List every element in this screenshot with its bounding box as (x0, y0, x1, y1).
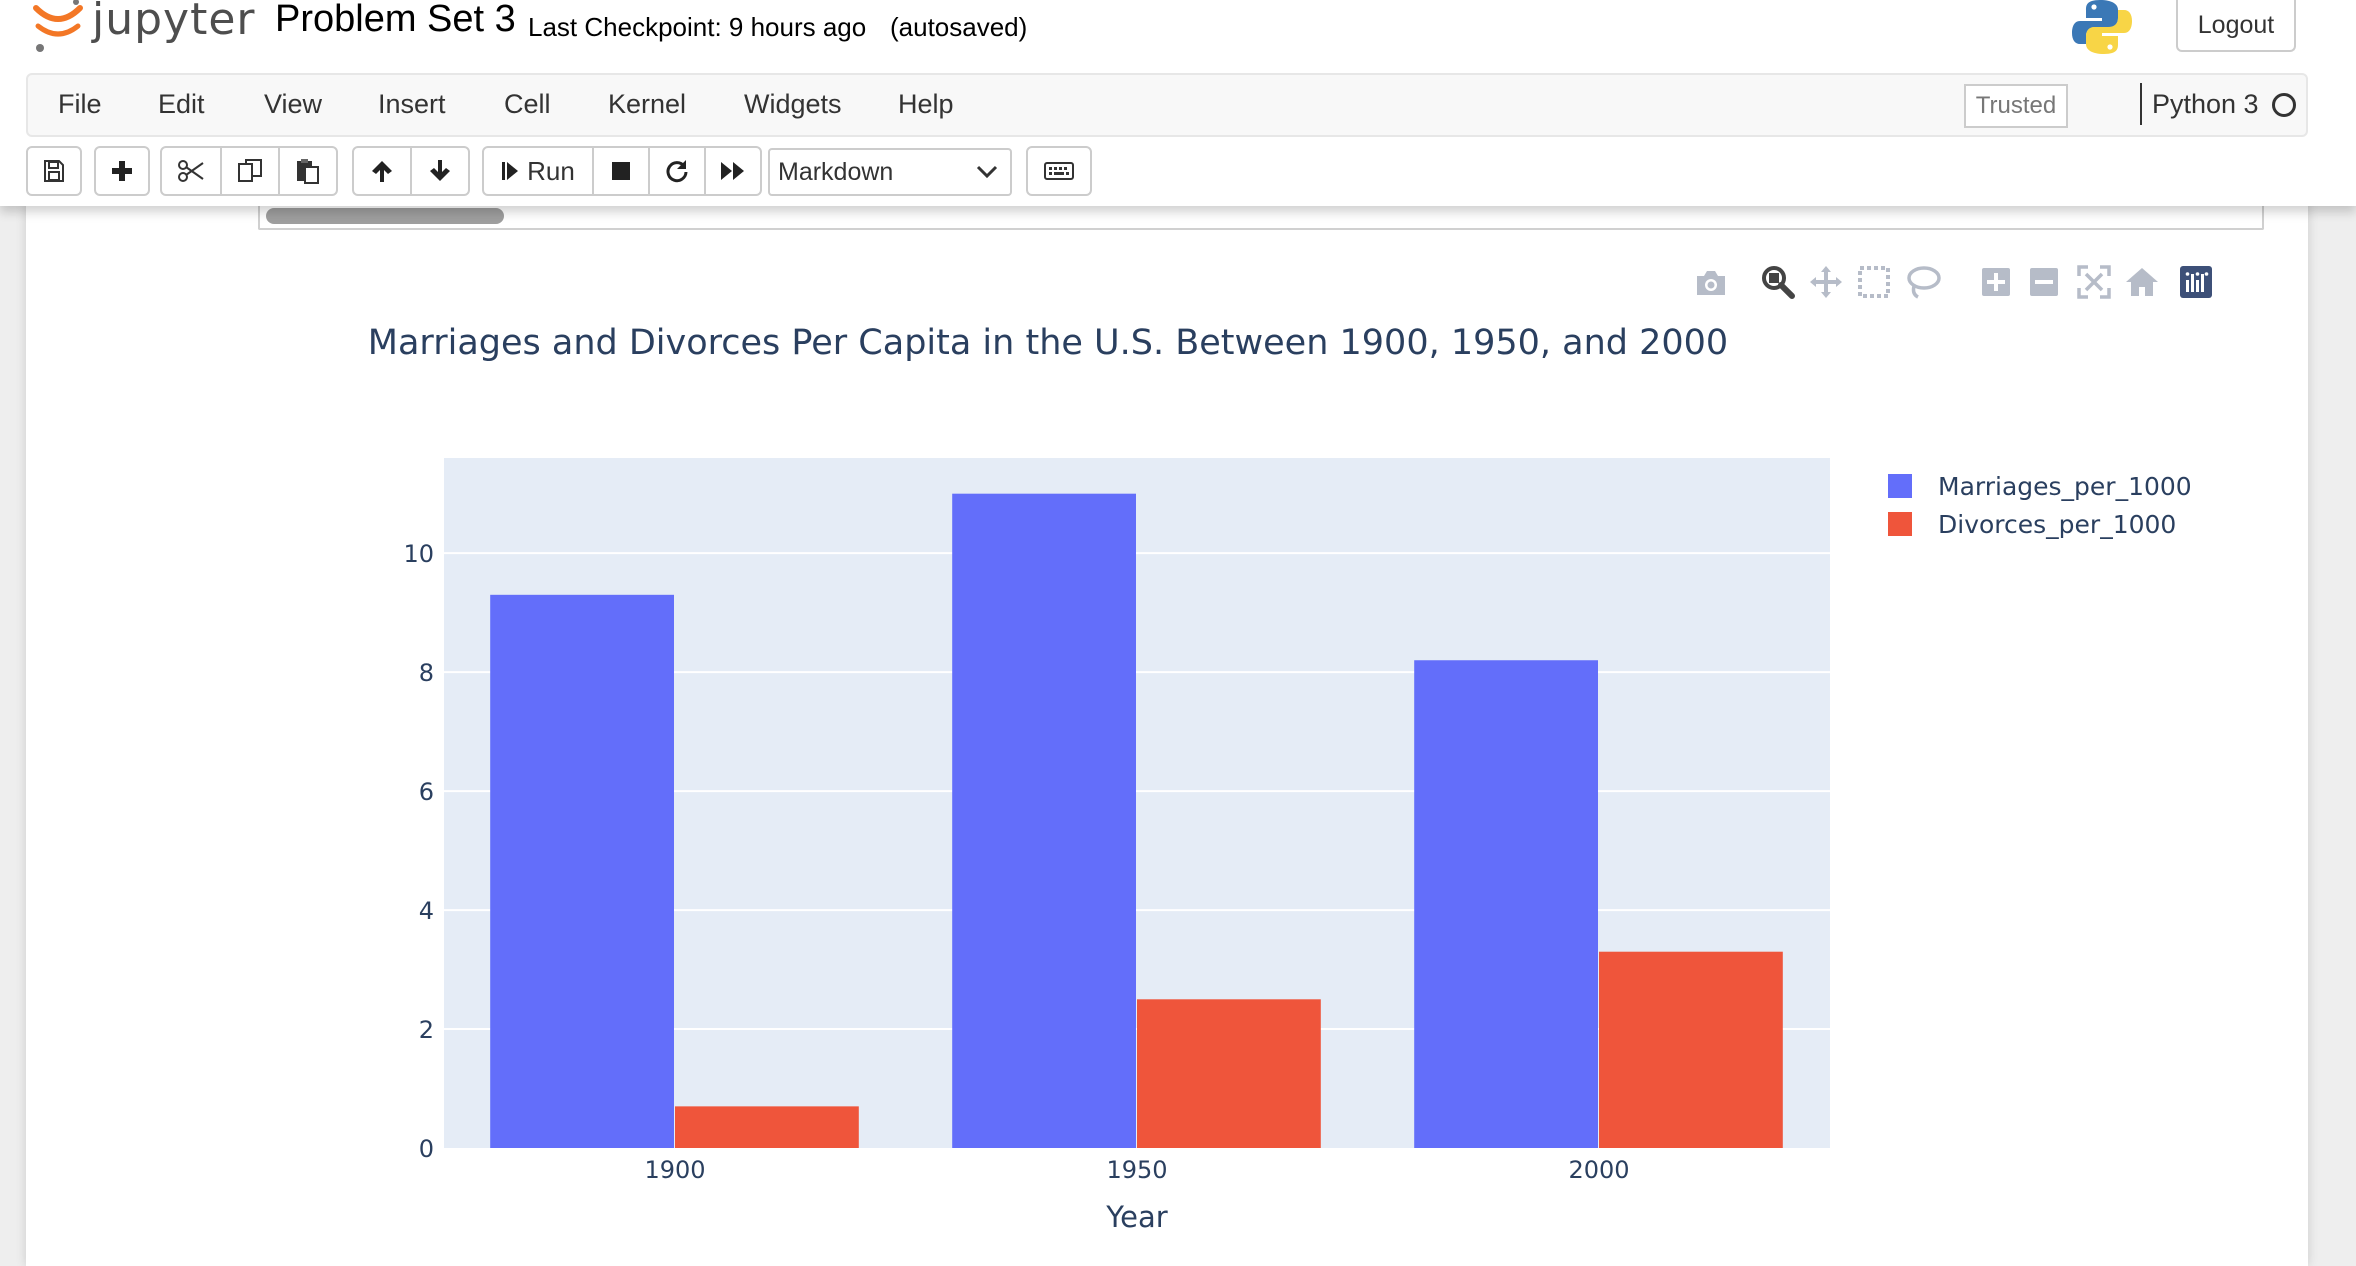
zoom-out-icon[interactable] (2028, 266, 2060, 298)
edit-group (160, 146, 338, 196)
notebook-name[interactable]: Problem Set 3 (275, 0, 516, 40)
x-tick-labels: 1900 1950 2000 (644, 1156, 1629, 1184)
horizontal-scrollbar[interactable] (266, 208, 504, 224)
stop-icon (612, 162, 630, 180)
save-icon (44, 160, 64, 182)
move-up-button[interactable] (352, 146, 412, 196)
zoom-in-icon[interactable] (1980, 266, 2012, 298)
paste-button[interactable] (278, 146, 338, 196)
autoscale-icon[interactable] (2076, 264, 2112, 300)
keyboard-group (1026, 146, 1092, 196)
copy-icon (238, 159, 262, 182)
y-tick-label: 2 (419, 1016, 434, 1044)
autosave-status: (autosaved) (890, 12, 1028, 42)
notebook-header: jupyter Problem Set 3 Last Checkpoint: 9… (0, 0, 2356, 206)
x-tick-label: 1900 (644, 1156, 705, 1184)
bar-divorces-per-1000-1950[interactable] (1137, 999, 1321, 1148)
zoom-icon[interactable] (1760, 264, 1796, 300)
bar-chart: Marriages and Divorces Per Capita in the… (368, 323, 2192, 1234)
menu-insert[interactable]: Insert (378, 89, 446, 119)
plotly-logo-icon[interactable] (2178, 264, 2214, 300)
menu-widgets[interactable]: Widgets (744, 89, 842, 119)
y-tick-labels: 0 2 4 6 8 10 (403, 540, 434, 1163)
insert-cell-button[interactable] (94, 146, 150, 196)
kernel-name[interactable]: Python 3 (2152, 89, 2259, 119)
cell-type-select[interactable]: Markdown (768, 148, 1012, 196)
checkpoint-status: Last Checkpoint: 9 hours ago (528, 12, 867, 42)
run-label: Run (527, 155, 575, 186)
notebook-toolbar: Run Markdown (26, 146, 1092, 198)
legend-swatch[interactable] (1888, 512, 1912, 536)
move-group (352, 146, 470, 196)
x-tick-label: 1950 (1106, 1156, 1167, 1184)
kernel-separator (2140, 83, 2142, 125)
insert-group (94, 146, 150, 196)
restart-run-all-button[interactable] (704, 146, 762, 196)
menu-kernel[interactable]: Kernel (608, 89, 687, 119)
reset-axes-icon[interactable] (2124, 264, 2160, 300)
step-forward-icon (502, 162, 519, 180)
run-button[interactable]: Run (482, 146, 594, 196)
jupyter-logo-text: jupyter (92, 0, 256, 45)
kernel-idle-indicator-icon (2272, 93, 2296, 117)
jupyter-logo-icon (33, 0, 83, 52)
command-palette-button[interactable] (1026, 146, 1092, 196)
bar-divorces-per-1000-1900[interactable] (675, 1106, 859, 1148)
menu-view[interactable]: View (264, 89, 323, 119)
move-down-button[interactable] (410, 146, 470, 196)
cell-type-value: Markdown (778, 157, 894, 186)
keyboard-icon (1044, 162, 1074, 180)
legend: Marriages_per_1000 Divorces_per_1000 (1888, 472, 2192, 539)
gridlines (444, 552, 1830, 1031)
trusted-indicator[interactable]: Trusted (1964, 84, 2068, 128)
menu-help[interactable]: Help (898, 89, 954, 119)
menu-cell[interactable]: Cell (504, 89, 551, 119)
output-area-frame (258, 190, 2264, 230)
python-logo-icon (2072, 0, 2132, 54)
menubar: File Edit View Insert Cell Kernel Widget… (26, 73, 2308, 137)
chevron-down-icon (976, 165, 998, 179)
menu-file[interactable]: File (58, 89, 102, 119)
arrow-down-icon (430, 160, 450, 181)
logout-button[interactable]: Logout (2176, 0, 2296, 52)
scissors-icon (178, 160, 204, 182)
bar-marriages-per-1000-2000[interactable] (1414, 660, 1598, 1148)
legend-label[interactable]: Divorces_per_1000 (1938, 510, 2176, 539)
arrow-up-icon (372, 161, 392, 182)
bar-marriages-per-1000-1900[interactable] (490, 594, 674, 1148)
fast-forward-icon (721, 162, 744, 180)
y-tick-label: 10 (403, 540, 434, 568)
legend-label[interactable]: Marriages_per_1000 (1938, 472, 2192, 501)
y-tick-label: 8 (419, 659, 434, 687)
plus-icon (112, 161, 132, 181)
bar-marriages-per-1000-1950[interactable] (952, 493, 1136, 1148)
camera-icon[interactable] (1694, 268, 1728, 298)
menu-edit[interactable]: Edit (158, 89, 205, 119)
bars (490, 493, 1783, 1148)
y-tick-label: 0 (419, 1135, 434, 1163)
cut-button[interactable] (160, 146, 222, 196)
save-group (26, 146, 82, 196)
interrupt-kernel-button[interactable] (592, 146, 650, 196)
bar-divorces-per-1000-2000[interactable] (1599, 951, 1783, 1148)
y-tick-label: 6 (419, 778, 434, 806)
legend-swatch[interactable] (1888, 474, 1912, 498)
notebook-container: Marriages and Divorces Per Capita in the… (26, 190, 2308, 1266)
run-group: Run (482, 146, 762, 196)
copy-button[interactable] (220, 146, 280, 196)
chart-title: Marriages and Divorces Per Capita in the… (368, 323, 1728, 363)
restart-kernel-button[interactable] (648, 146, 706, 196)
x-tick-label: 2000 (1568, 1156, 1629, 1184)
restart-icon (666, 160, 688, 183)
pan-icon[interactable] (1808, 264, 1844, 300)
x-axis-title: Year (1105, 1200, 1167, 1234)
lasso-select-icon[interactable] (1904, 264, 1942, 300)
y-tick-label: 4 (419, 897, 434, 925)
save-button[interactable] (26, 146, 82, 196)
box-select-icon[interactable] (1856, 264, 1892, 300)
paste-icon (297, 159, 319, 184)
